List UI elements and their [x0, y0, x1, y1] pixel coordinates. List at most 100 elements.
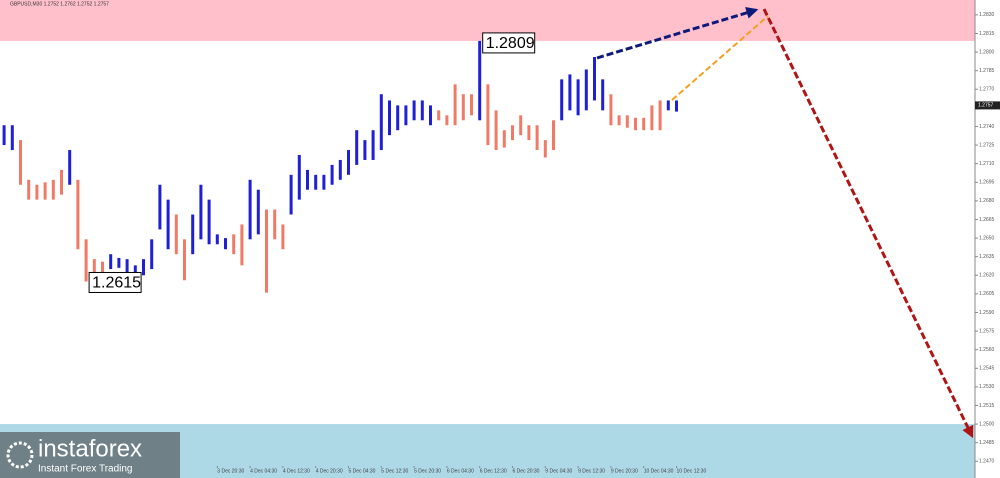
y-tick-label: 1.2500 — [979, 421, 995, 427]
price-bar — [453, 84, 457, 126]
price-bar — [174, 214, 178, 255]
price-bar — [396, 105, 400, 131]
price-bar — [560, 79, 564, 121]
price-bar — [215, 234, 219, 245]
y-tick-label: 1.2575 — [979, 328, 995, 334]
x-tick-label: 9 Dec 04:30 — [545, 468, 572, 474]
x-tick-label: 4 Dec 20:30 — [316, 468, 343, 474]
y-tick-label: 1.2770 — [979, 87, 995, 93]
price-bar — [576, 79, 580, 116]
price-bar — [199, 184, 203, 240]
y-tick-label: 1.2620 — [979, 273, 995, 279]
logo-tagline: Instant Forex Trading — [38, 464, 133, 475]
price-bar — [265, 209, 268, 293]
symbol-header: GBPUSD,M30 1.2752 1.2762 1.2752 1.2757 — [10, 1, 109, 7]
price-bar — [338, 159, 342, 180]
price-bar — [35, 184, 39, 200]
price-bar — [543, 140, 547, 158]
price-bar — [502, 130, 506, 148]
price-bar — [666, 100, 670, 111]
price-bar — [51, 179, 55, 200]
price-bar — [593, 57, 596, 101]
price-bar — [248, 179, 252, 240]
price-bar — [109, 254, 113, 270]
price-bar — [461, 94, 465, 121]
price-bar — [379, 94, 383, 151]
y-tick-label: 1.2830 — [979, 12, 995, 18]
price-bar — [322, 174, 326, 190]
price-bar — [478, 40, 482, 121]
price-bar — [617, 115, 621, 126]
y-tick-label: 1.2665 — [979, 217, 995, 223]
y-tick-label: 1.2710 — [979, 161, 995, 167]
price-bar — [511, 125, 514, 141]
price-bar — [19, 140, 22, 185]
y-tick-label: 1.2725 — [979, 142, 995, 148]
price-bar — [281, 224, 285, 250]
y-tick-label: 1.2740 — [979, 124, 995, 130]
price-bar — [191, 214, 195, 255]
x-tick-label: 6 Dec 12:30 — [480, 468, 507, 474]
price-bar — [445, 115, 449, 126]
price-bar — [363, 140, 367, 160]
price-bar — [224, 238, 227, 250]
price-bar — [314, 174, 318, 190]
price-bar — [404, 105, 408, 126]
annotation-box — [482, 32, 536, 54]
price-bar — [273, 209, 277, 240]
price-bar — [609, 94, 613, 126]
price-bar — [675, 100, 678, 112]
price-bar — [117, 257, 121, 268]
annotation-box — [88, 271, 142, 293]
price-tag-label: 1.2757 — [978, 103, 994, 109]
y-tick-label: 1.2545 — [979, 366, 995, 372]
price-bar — [158, 184, 162, 230]
annotation: 1.2615 — [88, 271, 142, 293]
x-tick-label: 5 Dec 20:30 — [414, 468, 441, 474]
y-tick-label: 1.2530 — [979, 384, 995, 390]
price-bars — [2, 40, 678, 293]
x-tick-label: 5 Dec 04:30 — [349, 468, 376, 474]
price-bar — [150, 239, 154, 270]
price-bar — [2, 125, 6, 146]
x-tick-label: 9 Dec 12:30 — [578, 468, 605, 474]
price-bar — [330, 164, 334, 185]
price-bar — [27, 179, 31, 200]
price-bar — [183, 239, 186, 281]
y-tick-label: 1.2605 — [979, 291, 995, 297]
y-tick-label: 1.2485 — [979, 440, 995, 446]
price-bar — [306, 169, 309, 190]
logo-icon — [6, 441, 34, 469]
price-bar — [412, 100, 416, 121]
price-bar — [388, 100, 391, 136]
price-bar — [486, 84, 490, 146]
logo: instaforex Instant Forex Trading — [0, 432, 180, 478]
price-bar — [256, 189, 260, 235]
forecast-line — [671, 15, 769, 101]
y-tick-label: 1.2695 — [979, 180, 995, 186]
price-bar — [232, 234, 236, 255]
x-tick-label: 4 Dec 12:30 — [283, 468, 310, 474]
y-tick-label: 1.2815 — [979, 31, 995, 37]
price-bar — [527, 125, 531, 141]
price-bar — [601, 79, 605, 111]
price-bar — [166, 199, 170, 250]
price-bar — [289, 174, 293, 215]
price-bar — [584, 69, 588, 111]
price-bar — [371, 130, 375, 160]
y-tick-label: 1.2560 — [979, 347, 995, 353]
price-bar — [92, 259, 96, 278]
price-bar — [470, 94, 473, 116]
x-tick-label: 10 Dec 04:30 — [644, 468, 674, 474]
price-bar — [10, 125, 14, 151]
price-tag — [975, 101, 1000, 110]
price-bar — [568, 74, 572, 111]
x-tick-label: 3 Dec 20:30 — [217, 468, 244, 474]
price-bar — [650, 105, 654, 131]
price-bar — [642, 117, 646, 131]
price-bar — [634, 117, 637, 131]
price-bar — [101, 261, 104, 276]
y-tick-label: 1.2680 — [979, 198, 995, 204]
